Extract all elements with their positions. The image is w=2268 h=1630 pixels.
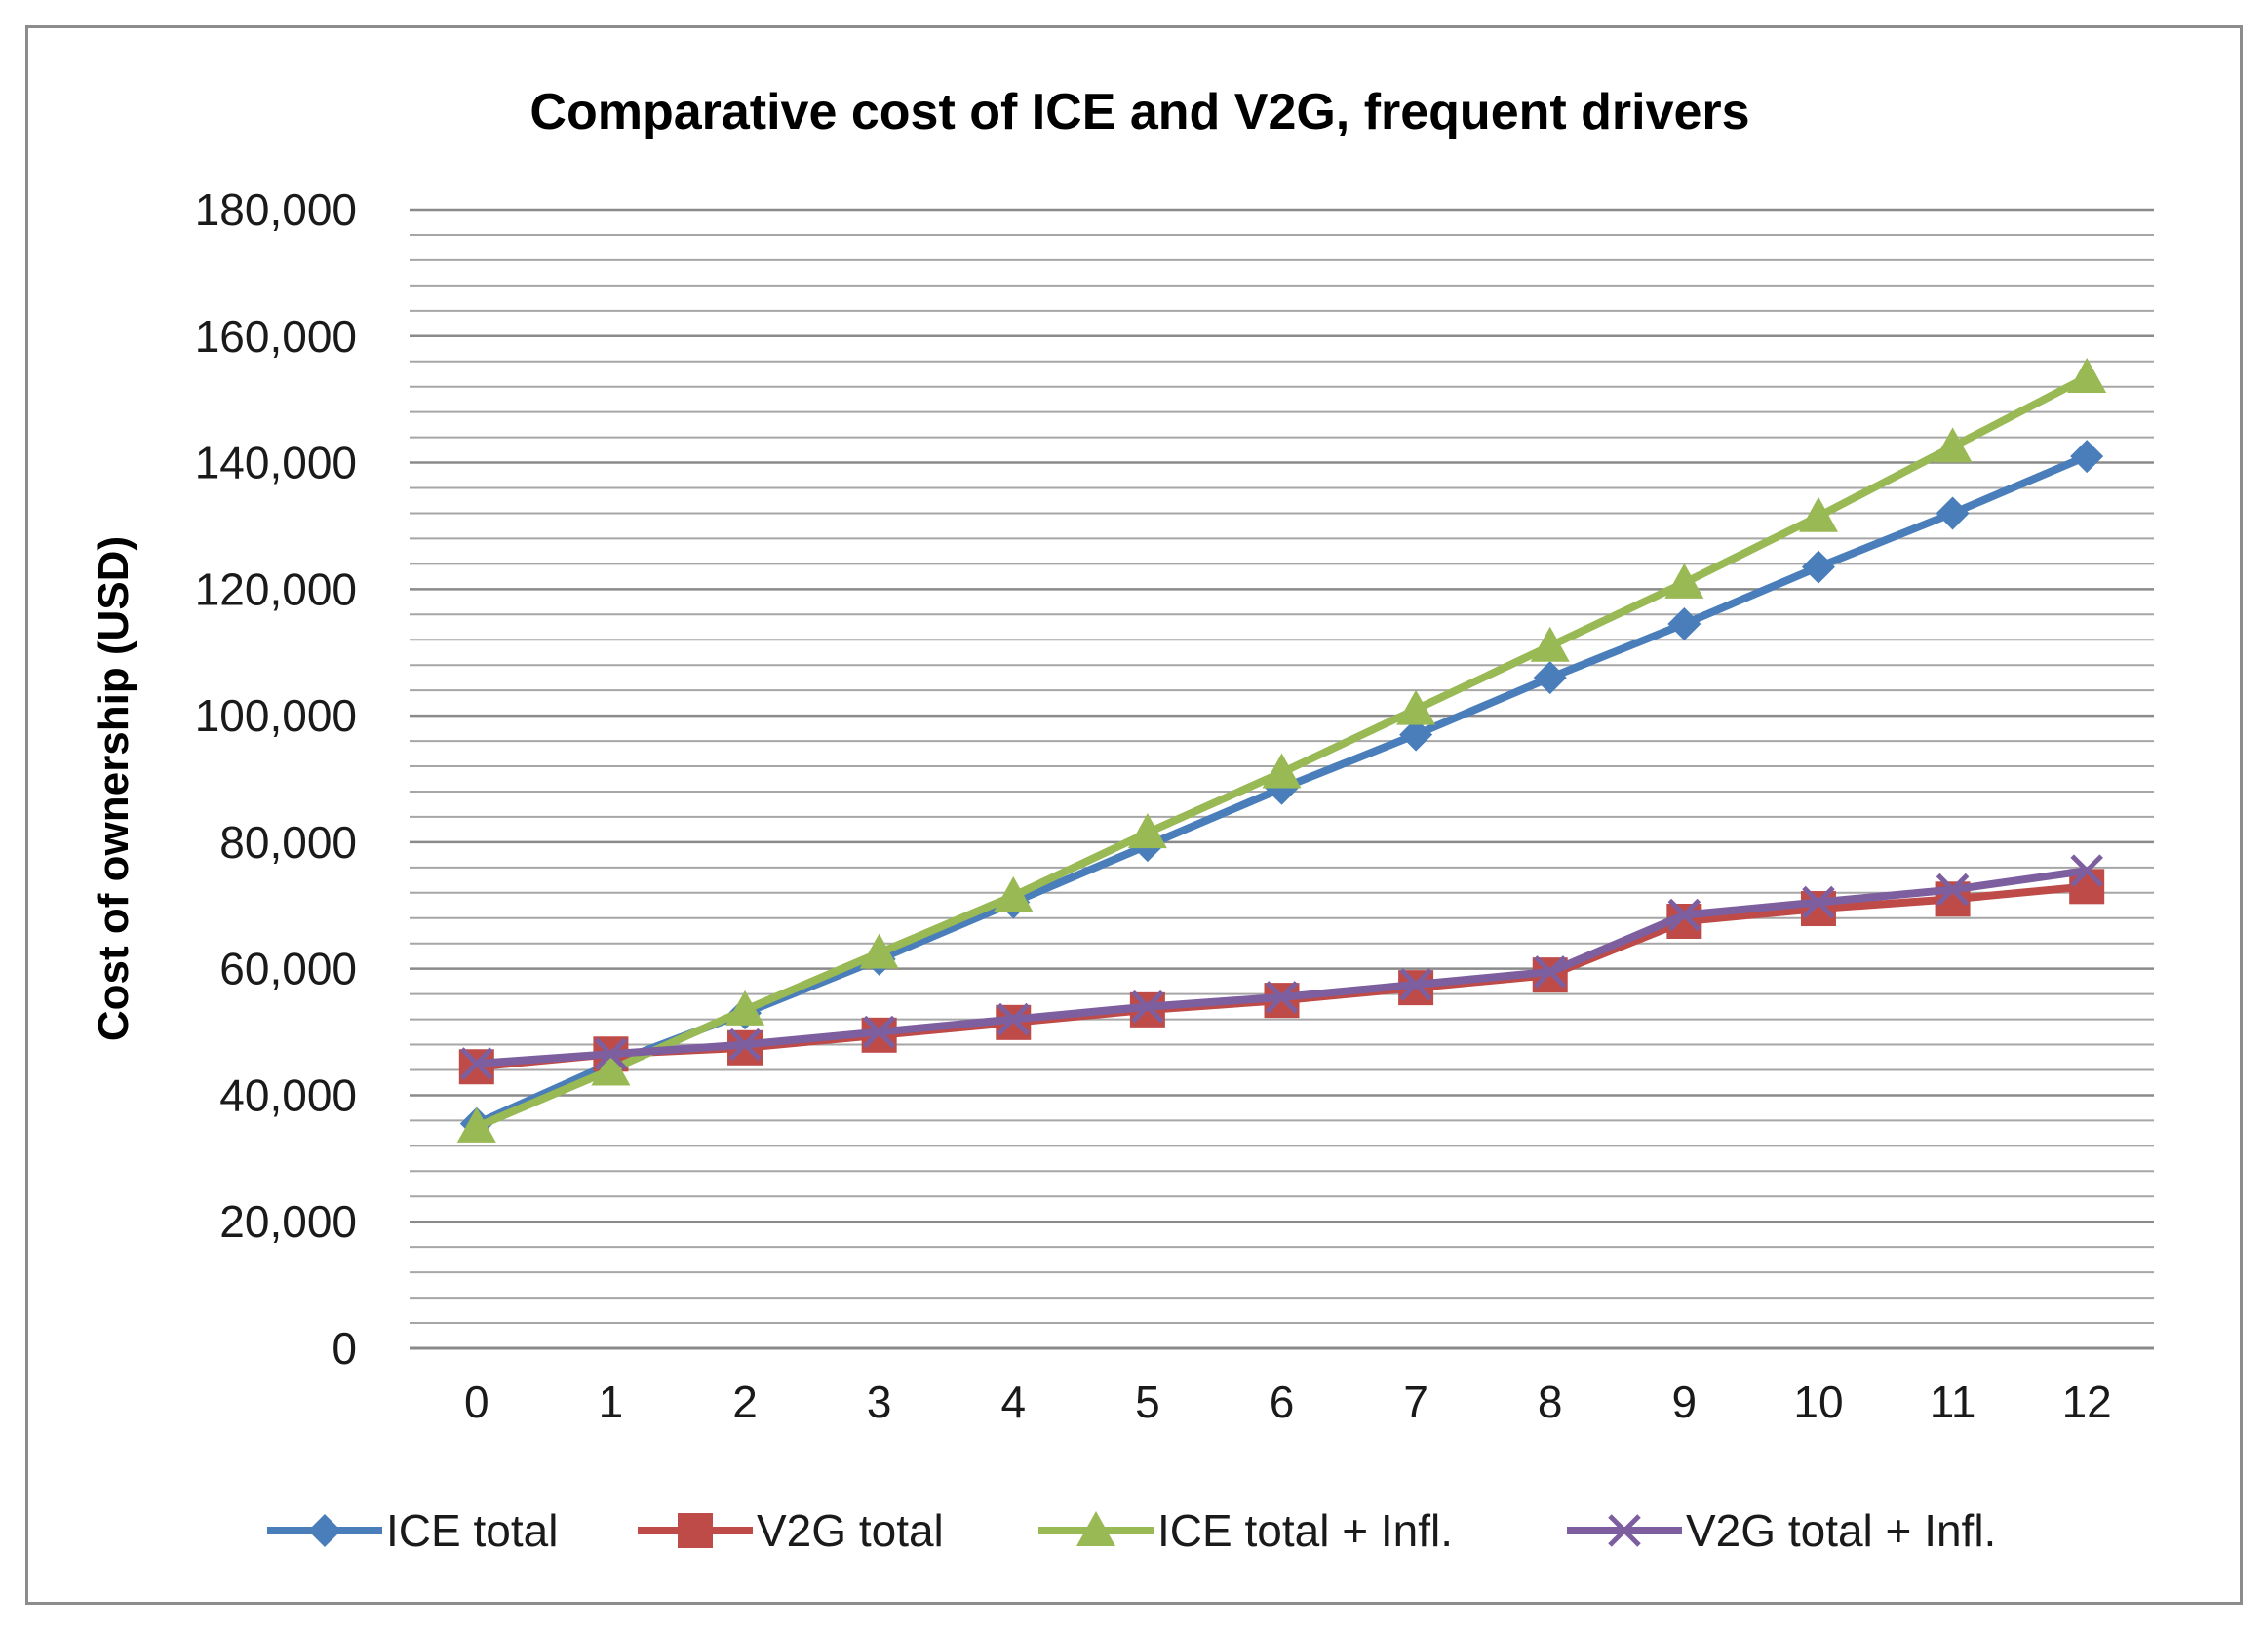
- data-point-stroke: [1131, 990, 1164, 1024]
- data-point-stroke: [1936, 873, 1970, 907]
- data-point: [1127, 813, 1167, 849]
- y-tick-label: 120,000: [195, 563, 357, 614]
- legend-swatch-marker: [308, 1514, 341, 1547]
- legend-swatch-marker-stroke: [1608, 1514, 1641, 1547]
- x-tick-label: 6: [1270, 1377, 1295, 1427]
- series-4: [460, 854, 2103, 1080]
- data-point-stroke: [1533, 955, 1567, 989]
- x-tick-label: 4: [1000, 1377, 1026, 1427]
- x-tick-label: 3: [867, 1377, 892, 1427]
- data-point-stroke: [594, 1037, 628, 1071]
- data-point: [859, 933, 899, 969]
- y-tick-label: 160,000: [195, 311, 357, 362]
- data-point: [1936, 873, 1970, 907]
- data-point: [1265, 981, 1299, 1014]
- legend-swatch-marker: [1076, 1511, 1115, 1546]
- data-point-stroke: [460, 1047, 493, 1080]
- data-point-stroke: [728, 1028, 762, 1062]
- x-tick-label: 10: [1793, 1377, 1843, 1427]
- data-point: [2070, 854, 2103, 887]
- y-tick-label: 60,000: [219, 944, 357, 994]
- legend-label: ICE total: [386, 1505, 558, 1556]
- chart-svg: Comparative cost of ICE and V2G, frequen…: [90, 84, 2154, 1556]
- series-layer: [456, 357, 2107, 1143]
- legend: ICE total V2G total ICE total + Infl. V2G t…: [267, 1505, 1996, 1556]
- data-point: [1933, 427, 1973, 463]
- x-tick-label: 2: [732, 1377, 758, 1427]
- legend-item-2: V2G total: [638, 1505, 944, 1556]
- axis-layer: 0 20,000 40,000 60,000 80,000 100,000 120,000 1…: [195, 184, 2154, 1427]
- series-3: [456, 357, 2107, 1143]
- legend-item-3: ICE total + Infl.: [1038, 1505, 1453, 1556]
- x-tick-label: 9: [1672, 1377, 1698, 1427]
- data-point: [1667, 898, 1701, 932]
- data-point: [1936, 496, 1970, 530]
- y-tick-label: 40,000: [219, 1069, 357, 1120]
- data-point: [1801, 550, 1835, 584]
- data-point: [1664, 563, 1704, 599]
- x-tick-label: 11: [1930, 1377, 1976, 1427]
- data-point: [862, 1015, 896, 1049]
- data-point: [2067, 357, 2107, 393]
- data-point: [1396, 689, 1436, 725]
- data-point-stroke: [1399, 968, 1432, 1001]
- series-1: [459, 440, 2104, 1141]
- legend-swatch-marker: [1608, 1514, 1641, 1547]
- data-point: [1802, 885, 1835, 919]
- data-point: [456, 1106, 496, 1143]
- series-line: [472, 882, 2092, 1071]
- legend-item-4: V2G total + Infl.: [1567, 1505, 1996, 1556]
- data-point: [1399, 718, 1433, 752]
- y-axis-label: Cost of ownership (USD): [90, 536, 137, 1041]
- chart-frame: Comparative cost of ICE and V2G, frequen…: [25, 25, 2243, 1605]
- data-point-stroke: [1667, 898, 1701, 932]
- data-point: [997, 1002, 1031, 1036]
- data-point: [1530, 626, 1570, 662]
- legend-swatch-marker: [678, 1513, 713, 1548]
- data-point: [725, 990, 765, 1026]
- x-tick-label: 12: [2062, 1377, 2112, 1427]
- y-tick-label: 80,000: [219, 817, 357, 868]
- data-point: [1667, 607, 1701, 641]
- y-tick-label: 0: [332, 1323, 357, 1374]
- x-tick-label: 0: [464, 1377, 489, 1427]
- legend-item-1: ICE total: [267, 1505, 558, 1556]
- y-tick-label: 100,000: [195, 690, 357, 741]
- data-point: [460, 1047, 493, 1080]
- y-tick-label: 180,000: [195, 184, 357, 235]
- data-point: [1800, 891, 1836, 927]
- data-point: [1131, 990, 1164, 1024]
- data-point-stroke: [2070, 854, 2103, 887]
- data-point: [594, 1037, 628, 1071]
- data-point-stroke: [1802, 885, 1835, 919]
- y-tick-label: 20,000: [219, 1196, 357, 1247]
- data-point: [1798, 496, 1838, 532]
- data-point: [1399, 968, 1432, 1001]
- data-point: [1262, 753, 1302, 789]
- data-point: [728, 1028, 762, 1062]
- x-tick-label: 5: [1135, 1377, 1160, 1427]
- data-point-stroke: [862, 1015, 896, 1049]
- data-point: [994, 876, 1034, 912]
- x-tick-label: 1: [599, 1377, 624, 1427]
- x-tick-label: 7: [1403, 1377, 1428, 1427]
- legend-label: V2G total: [757, 1505, 944, 1556]
- data-point-stroke: [1265, 981, 1299, 1014]
- legend-label: ICE total + Infl.: [1157, 1505, 1453, 1556]
- data-point: [1533, 955, 1567, 989]
- legend-label: V2G total + Infl.: [1686, 1505, 1996, 1556]
- y-tick-label: 140,000: [195, 438, 357, 488]
- chart-title: Comparative cost of ICE and V2G, frequen…: [529, 84, 1749, 140]
- data-point: [1533, 661, 1567, 695]
- data-point: [2070, 440, 2104, 474]
- x-tick-label: 8: [1538, 1377, 1563, 1427]
- series-line: [472, 867, 2092, 1067]
- data-point-stroke: [997, 1002, 1031, 1036]
- data-point: [591, 1050, 631, 1086]
